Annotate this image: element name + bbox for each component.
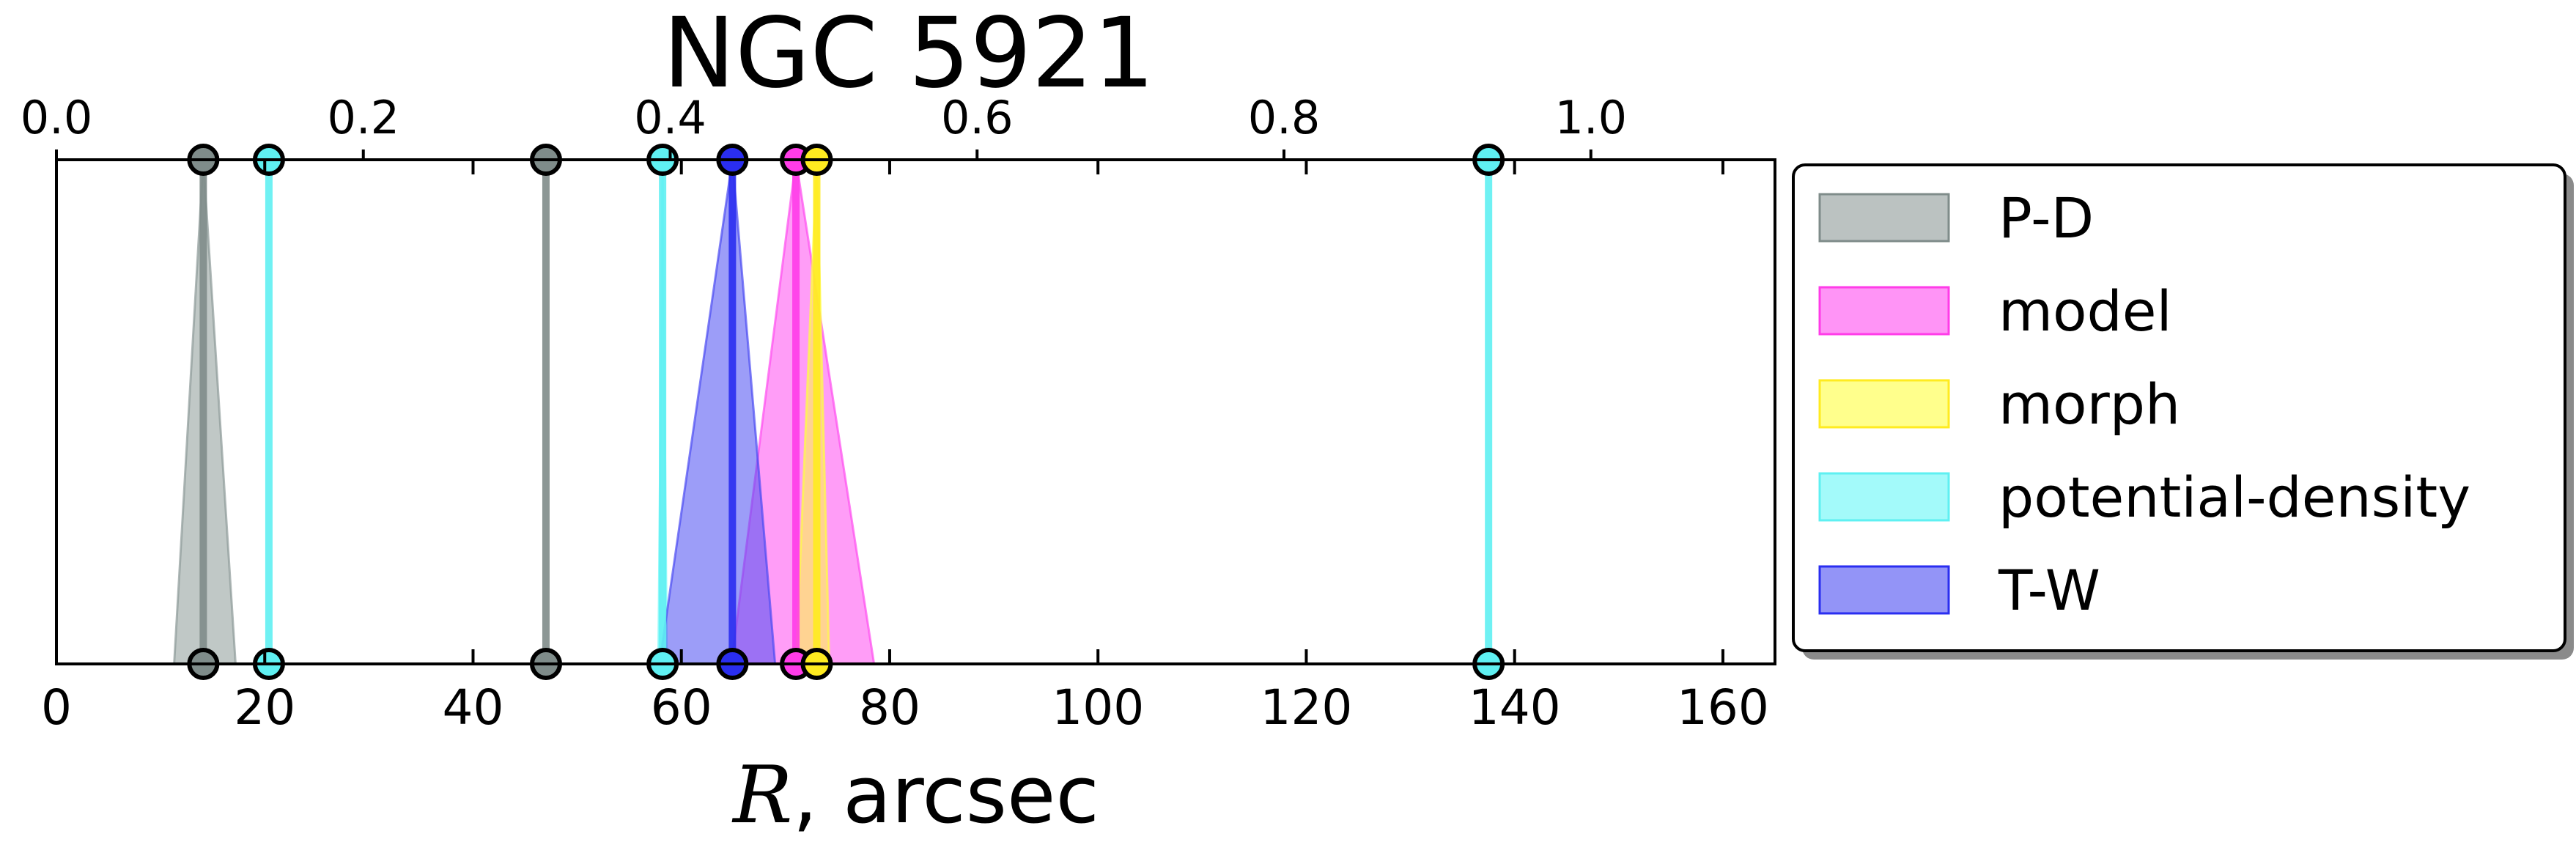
top-tick-label-4: 0.8 [1248,91,1321,144]
x-axis-unit: , arcsec [792,750,1099,841]
range-T-W-0 [658,159,777,665]
top-tick-label-5: 1.0 [1554,91,1627,144]
x-tick-label-20: 20 [234,679,295,736]
x-tick-label-0: 0 [41,679,72,736]
chart-title: NGC 5921 [663,0,1154,110]
top-tick-label-3: 0.6 [941,91,1014,144]
legend-swatch-model [1818,286,1950,336]
x-tick-label-100: 100 [1052,679,1144,736]
legend-swatch-T-W [1818,565,1950,615]
legend-swatch-morph [1818,379,1950,429]
x-axis-symbol: R [731,750,792,841]
x-tick-label-40: 40 [442,679,503,736]
legend-swatch-potential-density [1818,472,1950,522]
legend-label-model: model [1999,278,2172,344]
bottom-axis: 0 20 40 60 80 100 120 140 160 [41,160,1769,736]
top-axis: 0.0 0.2 0.4 0.6 0.8 1.0 [21,91,1627,160]
chart-marks [173,144,1505,680]
x-axis-label: R, arcsec [731,750,1099,841]
legend-label-P-D: P-D [1999,185,2094,251]
top-tick-label-1: 0.2 [327,91,399,144]
legend-label-T-W: T-W [1998,558,2100,623]
legend-label-potential-density: potential-density [1999,465,2470,530]
plot-frame [55,158,1776,665]
x-tick-label-160: 160 [1677,679,1769,736]
top-tick-label-0: 0.0 [21,91,93,144]
legend-swatch-P-D [1818,193,1950,243]
legend-box [1792,163,2566,652]
legend: P-D model morph potential-density T-W [1792,163,2574,660]
x-tick-label-80: 80 [859,679,920,736]
x-tick-label-140: 140 [1469,679,1561,736]
legend-label-morph: morph [1999,372,2180,437]
x-tick-label-120: 120 [1260,679,1352,736]
top-tick-label-2: 0.4 [634,91,706,144]
x-tick-label-60: 60 [651,679,712,736]
